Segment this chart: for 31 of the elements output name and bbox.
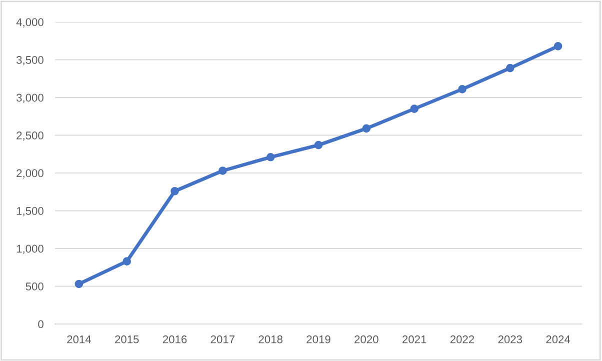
point: [170, 186, 179, 196]
point: [314, 140, 323, 150]
y-tick-label: 3,000: [16, 94, 44, 103]
y-tick-label: 2,000: [16, 169, 44, 178]
y-tick-label: 3,500: [16, 56, 44, 66]
point: [362, 124, 371, 133]
point: [506, 64, 514, 72]
point: [458, 85, 466, 94]
point: [122, 257, 132, 266]
y-tick-label: 1,500: [16, 207, 44, 216]
point: [410, 104, 418, 113]
y-tick-label: 4,000: [16, 18, 44, 28]
y-tick-label: 1,000: [16, 244, 44, 254]
y-tick-label: 0: [38, 320, 44, 328]
x-tick-label: 2022: [450, 335, 474, 344]
point: [554, 42, 562, 50]
x-tick-label: 2017: [210, 335, 234, 344]
point: [218, 166, 227, 175]
x-tick-label: 2019: [306, 335, 330, 344]
x-tick-label: 2015: [115, 335, 139, 344]
y-tick-label: 2,500: [16, 132, 44, 141]
point: [266, 152, 275, 162]
x-tick-label: 2023: [498, 335, 522, 344]
x-tick-label: 2020: [354, 335, 378, 344]
x-tick-label: 2021: [402, 335, 426, 344]
point: [74, 280, 84, 288]
y-tick-label: 500: [26, 282, 44, 290]
x-tick-label: 2016: [162, 335, 187, 344]
x-tick-label: 2014: [67, 335, 91, 344]
x-tick-label: 2024: [546, 335, 570, 344]
x-tick-label: 2018: [258, 335, 282, 344]
